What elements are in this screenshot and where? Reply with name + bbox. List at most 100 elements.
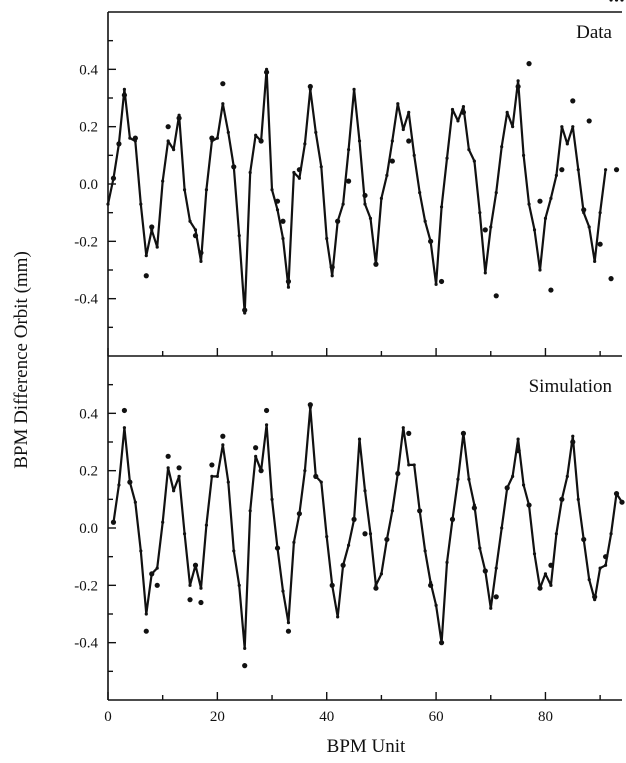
line-vertex <box>286 621 291 625</box>
x-tick-label: 0 <box>104 709 112 725</box>
line-vertex <box>390 139 394 143</box>
line-vertex <box>182 532 187 536</box>
line-vertex <box>576 497 580 501</box>
data-point <box>335 218 341 224</box>
line-vertex <box>139 549 143 553</box>
data-point <box>143 273 149 279</box>
panel-label: Data <box>576 22 612 43</box>
data-point <box>602 554 609 560</box>
line-vertex <box>598 566 602 570</box>
line-vertex <box>363 489 367 493</box>
line-vertex <box>456 119 460 123</box>
line-vertex <box>319 165 323 169</box>
line-vertex <box>161 179 165 183</box>
line-vertex <box>379 196 384 200</box>
data-point <box>619 499 625 505</box>
data-point <box>165 124 171 130</box>
data-point <box>504 485 510 491</box>
line-vertex <box>177 474 181 478</box>
line-vertex <box>363 202 367 206</box>
line-vertex <box>215 136 219 140</box>
line-vertex <box>511 125 515 129</box>
x-axis: 0 20 40 60 80 <box>104 348 601 725</box>
data-point <box>187 597 193 603</box>
line-vertex <box>303 469 307 473</box>
line-vertex <box>467 477 471 481</box>
line-vertex <box>368 532 373 536</box>
line-vertex <box>412 463 416 467</box>
line-vertex <box>133 500 137 504</box>
data-point <box>296 167 302 173</box>
x-tick-label: 40 <box>319 709 334 725</box>
line-vertex <box>341 202 345 206</box>
data-point <box>116 141 122 147</box>
line-vertex <box>390 509 394 513</box>
line-vertex <box>396 102 400 106</box>
data-point <box>482 227 488 233</box>
data-point <box>428 238 434 244</box>
line-vertex <box>106 202 110 206</box>
data-point <box>460 430 467 436</box>
x-tick-label: 20 <box>210 709 225 725</box>
line-vertex <box>527 202 531 206</box>
data-point <box>526 61 532 67</box>
x-axis-label: BPM Unit <box>327 736 406 757</box>
line-vertex <box>483 271 487 275</box>
data-point <box>209 135 215 141</box>
line-vertex <box>237 234 241 238</box>
data-point <box>449 516 456 523</box>
line-vertex <box>521 483 526 487</box>
data-point <box>613 491 620 497</box>
line-vertex <box>423 549 427 553</box>
line-vertex <box>210 474 214 478</box>
line-vertex <box>505 110 509 114</box>
data-point <box>493 293 499 299</box>
y-tick-label: 0.4 <box>79 406 98 422</box>
line-vertex <box>603 563 608 567</box>
line-vertex <box>538 268 542 272</box>
line-vertex <box>500 526 504 530</box>
data-point <box>198 599 204 606</box>
line-vertex <box>346 148 351 152</box>
line-vertex <box>456 477 460 481</box>
data-point <box>242 307 248 313</box>
data-point <box>121 92 128 98</box>
line-vertex <box>543 216 548 220</box>
line-vertex <box>461 105 466 109</box>
line-vertex <box>330 274 334 278</box>
line-vertex <box>336 615 340 619</box>
data-point <box>165 453 171 459</box>
line-vertex <box>254 133 258 137</box>
data-point <box>296 511 302 517</box>
y-tick-label: 0.4 <box>79 62 98 78</box>
data-point <box>526 502 532 508</box>
data-point <box>428 582 434 588</box>
y-axis-label: BPM Difference Orbit (mm) <box>11 251 32 469</box>
data-point <box>613 167 620 173</box>
line-vertex <box>500 145 504 149</box>
data-point <box>581 536 587 543</box>
line-vertex <box>445 560 449 565</box>
line-vertex <box>472 159 476 163</box>
line-vertex <box>521 153 526 157</box>
line-vertex <box>292 540 296 544</box>
line-vertex <box>418 191 422 195</box>
data-point <box>362 531 368 537</box>
data-point <box>274 198 281 204</box>
y-tick-label: 0.2 <box>79 120 98 136</box>
line-vertex <box>144 254 148 258</box>
data-point <box>389 158 395 164</box>
data-point <box>149 571 155 577</box>
line-vertex <box>314 130 318 134</box>
data-point <box>209 462 215 468</box>
data-point <box>373 585 379 591</box>
line-vertex <box>122 426 127 430</box>
line-vertex <box>188 219 192 223</box>
line-vertex <box>232 549 236 553</box>
line-vertex <box>532 228 537 232</box>
y-tick-label: 0.2 <box>79 464 98 480</box>
line-vertex <box>576 168 580 172</box>
data-point <box>220 433 226 439</box>
data-point <box>406 430 412 436</box>
y-tick-label: -0.2 <box>74 578 98 594</box>
